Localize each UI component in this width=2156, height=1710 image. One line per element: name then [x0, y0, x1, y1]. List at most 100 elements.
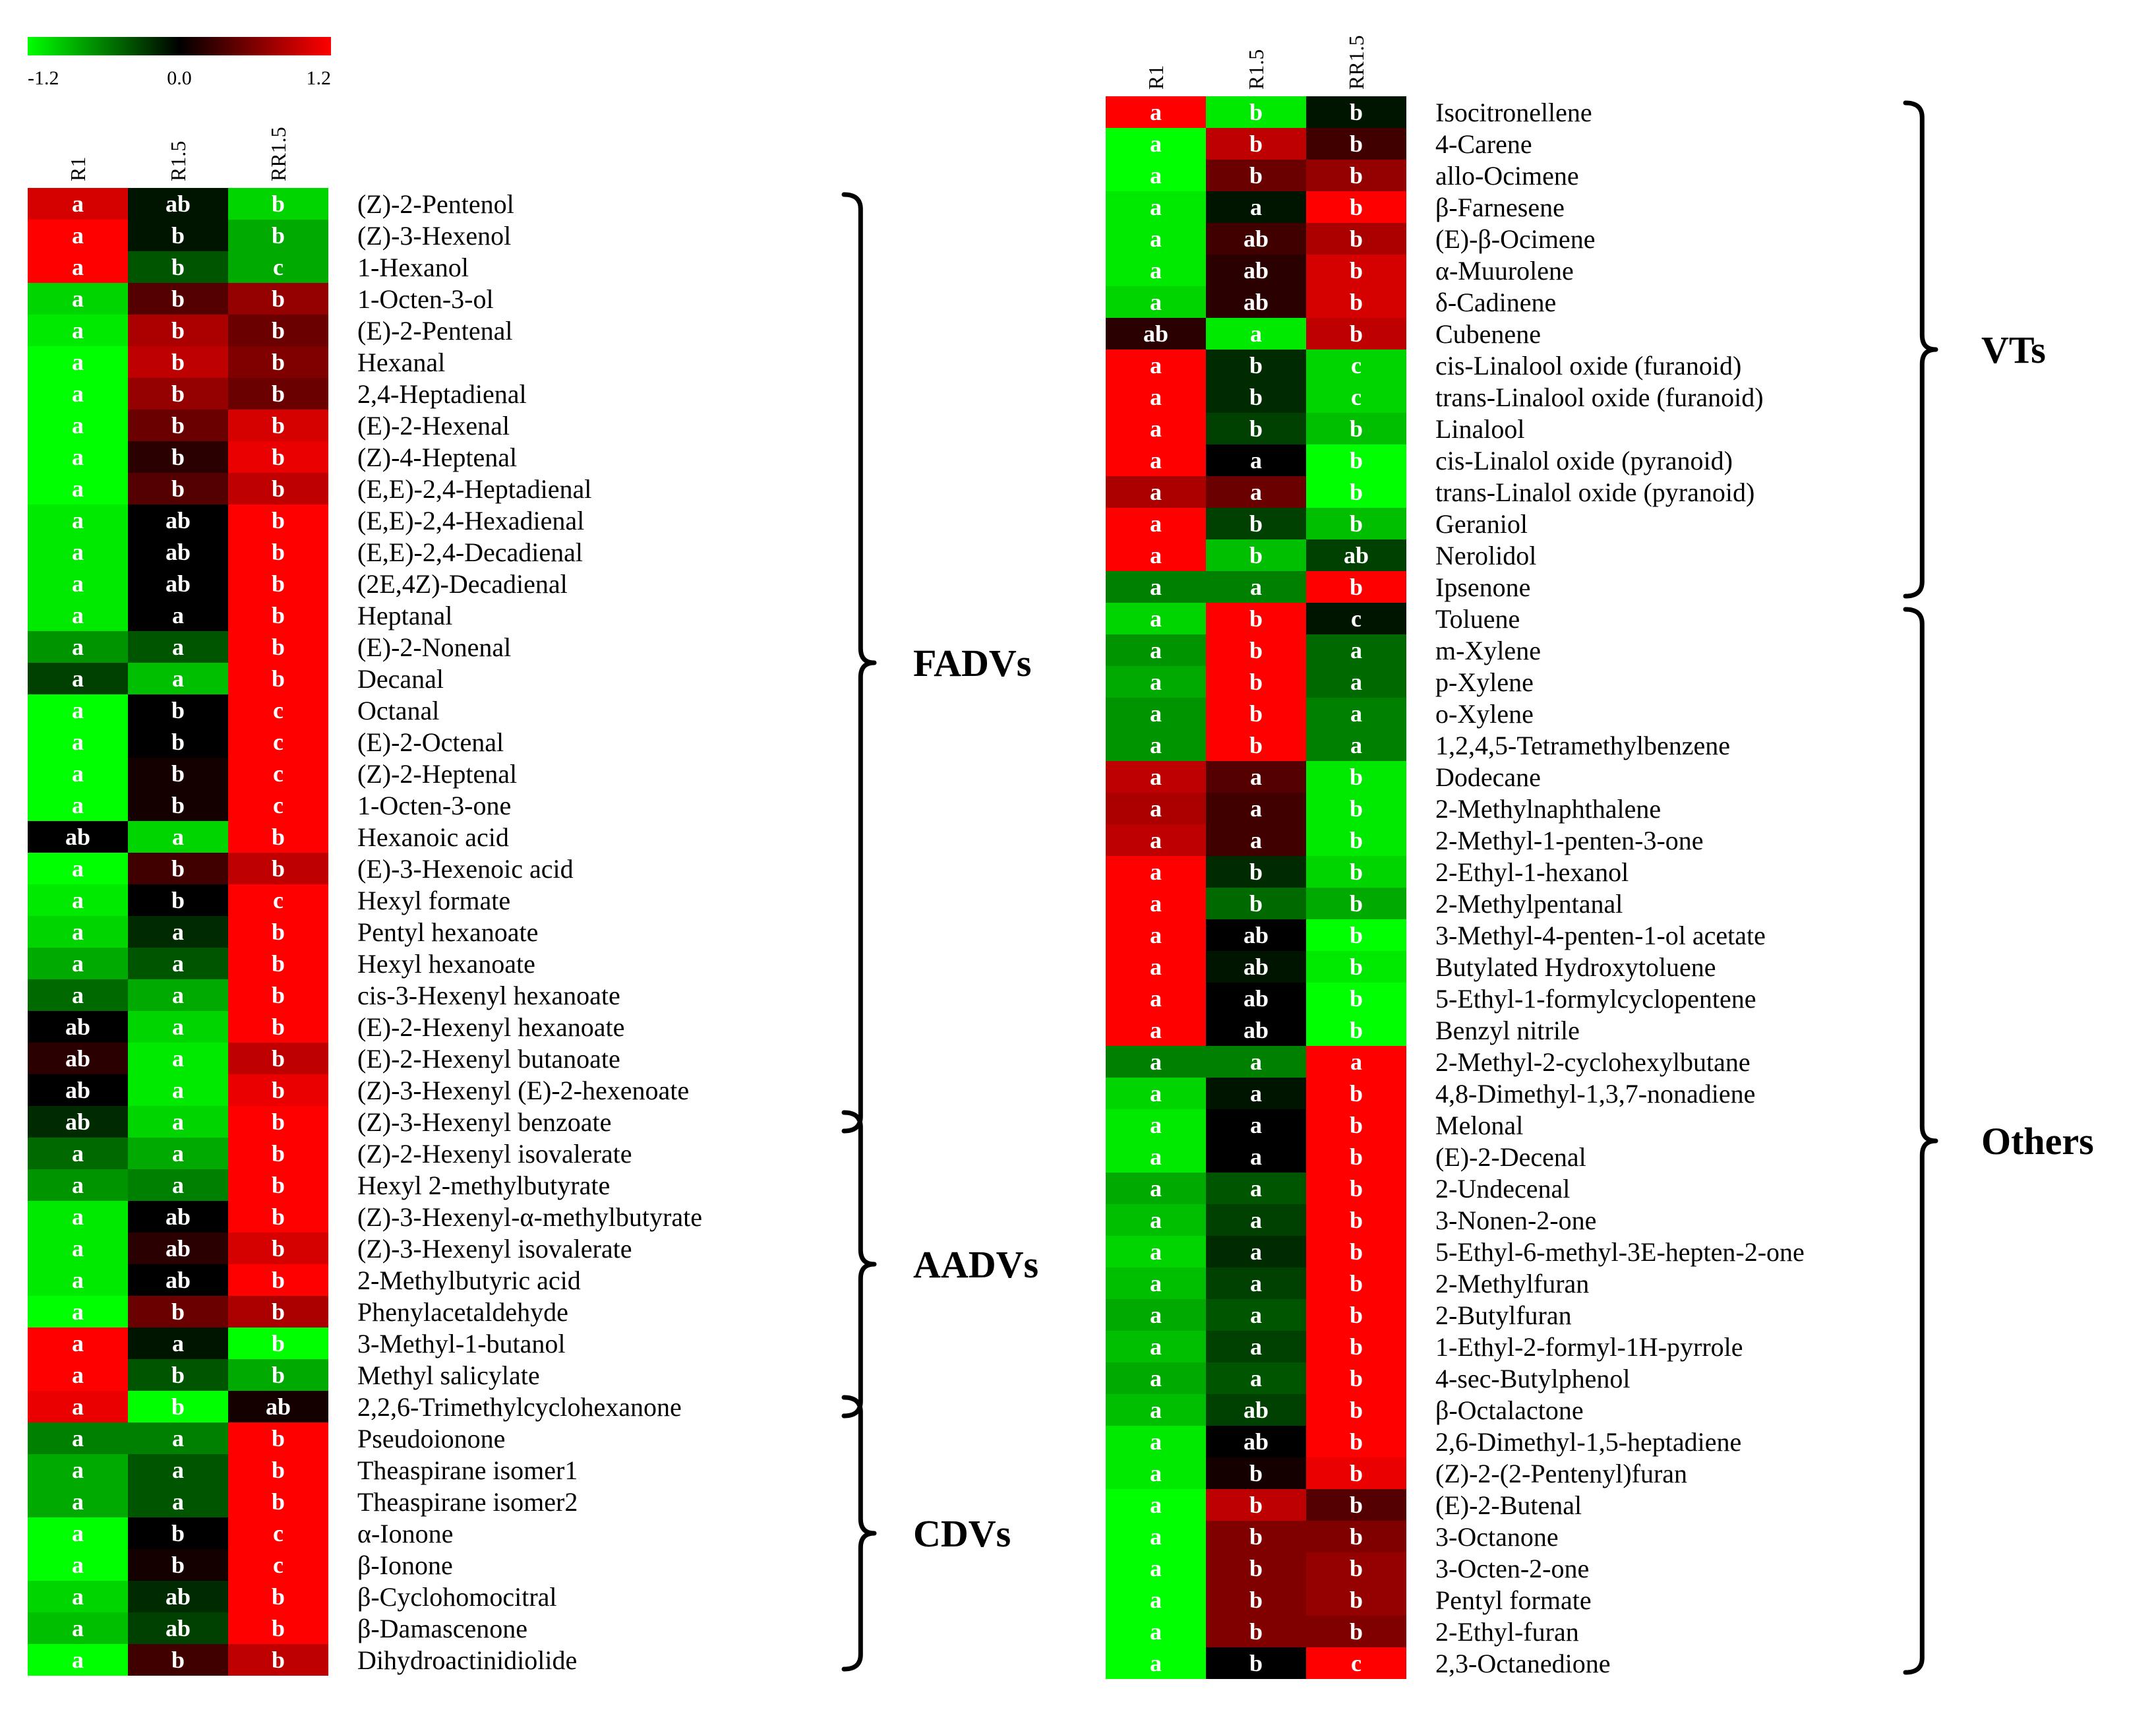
- heatmap-cell: [1306, 318, 1406, 350]
- group-label-fadvs: FADVs: [913, 642, 1031, 685]
- heatmap-cell: [1306, 223, 1406, 255]
- compound-label: 2-Ethyl-1-hexanol: [1435, 857, 1629, 887]
- significance-letter: a: [72, 412, 84, 439]
- heatmap-cell: [228, 1138, 328, 1169]
- significance-letter: a: [1150, 99, 1162, 125]
- significance-letter: b: [1350, 1365, 1363, 1391]
- heatmap-cell: [128, 758, 228, 789]
- heatmap-cell: [1206, 698, 1306, 729]
- compound-label: 2-Undecenal: [1435, 1174, 1570, 1204]
- heatmap-cell: [1106, 1489, 1206, 1521]
- heatmap-cell: [28, 916, 128, 948]
- heatmap-cell: [28, 504, 128, 536]
- heatmap-cell: [1206, 1141, 1306, 1173]
- significance-letter: b: [1350, 890, 1363, 917]
- compound-label: 4,8-Dimethyl-1,3,7-nonadiene: [1435, 1079, 1755, 1109]
- heatmap-cell: [1106, 793, 1206, 824]
- heatmap-cell: [1106, 1236, 1206, 1267]
- significance-letter: a: [1150, 922, 1162, 948]
- heatmap-cell: [28, 283, 128, 315]
- heatmap-cell: [1306, 1426, 1406, 1457]
- heatmap-cell: [28, 789, 128, 821]
- compound-label: (Z)-2-Heptenal: [357, 759, 517, 789]
- group-brace-cdvs: [841, 1395, 877, 1672]
- significance-letter: a: [1150, 795, 1162, 822]
- heatmap-cell: [1306, 191, 1406, 223]
- heatmap-cell: [1306, 1521, 1406, 1552]
- significance-letter: b: [1350, 257, 1363, 284]
- significance-letter: a: [72, 697, 84, 723]
- heatmap-cell: [1106, 381, 1206, 413]
- heatmap-cell: [28, 694, 128, 726]
- significance-letter: a: [1350, 669, 1362, 695]
- compound-label: 5-Ethyl-1-formylcyclopentene: [1435, 984, 1756, 1014]
- heatmap-cell: [128, 283, 228, 315]
- group-label-others: Others: [1981, 1120, 2094, 1163]
- heatmap-cell: [1106, 1521, 1206, 1552]
- heatmap-cell: [1306, 286, 1406, 318]
- heatmap-cell: [128, 1233, 228, 1264]
- significance-letter: ab: [65, 1109, 90, 1135]
- heatmap-cell: [1106, 698, 1206, 729]
- heatmap-cell: [128, 1391, 228, 1422]
- significance-letter: a: [1150, 289, 1162, 315]
- compound-label: (Z)-3-Hexenyl-α-methylbutyrate: [357, 1202, 702, 1232]
- heatmap-cell: [228, 1422, 328, 1454]
- heatmap-cell: [1306, 1616, 1406, 1647]
- heatmap-cell: [228, 631, 328, 663]
- heatmap-cell: [228, 220, 328, 251]
- heatmap-cell: [28, 1011, 128, 1043]
- significance-letter: b: [272, 855, 285, 882]
- heatmap-cell: [228, 884, 328, 916]
- compound-label: Phenylacetaldehyde: [357, 1297, 568, 1327]
- heatmap-cell: [1106, 761, 1206, 793]
- significance-letter: b: [171, 1552, 185, 1578]
- significance-letter: a: [1250, 574, 1262, 600]
- legend-min-label: -1.2: [28, 67, 59, 89]
- heatmap-cell: [228, 410, 328, 441]
- heatmap-cell: [28, 1454, 128, 1486]
- heatmap-cell: [28, 1391, 128, 1422]
- heatmap-cell: [1106, 729, 1206, 761]
- significance-letter: b: [272, 665, 285, 692]
- significance-letter: a: [72, 1552, 84, 1578]
- heatmap-cell: [28, 1169, 128, 1201]
- significance-letter: b: [1350, 447, 1363, 473]
- heatmap-cell: [228, 473, 328, 504]
- significance-letter: b: [272, 1298, 285, 1325]
- significance-letter: b: [171, 760, 185, 787]
- significance-letter: a: [172, 824, 184, 850]
- heatmap-cell: [128, 631, 228, 663]
- heatmap-cell: [1306, 1457, 1406, 1489]
- significance-letter: b: [1350, 1587, 1363, 1613]
- significance-letter: b: [1350, 194, 1363, 220]
- heatmap-cell: [128, 663, 228, 694]
- significance-letter: a: [1150, 479, 1162, 505]
- significance-letter: ab: [65, 1077, 90, 1103]
- heatmap-cell: [28, 536, 128, 568]
- significance-letter: b: [272, 602, 285, 628]
- significance-letter: a: [1350, 732, 1362, 758]
- significance-letter: a: [1150, 1650, 1162, 1676]
- significance-letter: a: [72, 1615, 84, 1641]
- significance-letter: ab: [65, 1014, 90, 1040]
- heatmap-cell: [1106, 571, 1206, 603]
- significance-letter: a: [1250, 1112, 1262, 1138]
- heatmap-cell: [228, 1169, 328, 1201]
- significance-letter: a: [1150, 1112, 1162, 1138]
- heatmap-cell: [1106, 1584, 1206, 1616]
- significance-letter: b: [171, 729, 185, 755]
- heatmap-cell: [128, 504, 228, 536]
- significance-letter: a: [72, 444, 84, 470]
- heatmap-cell: [228, 568, 328, 599]
- significance-letter: b: [171, 349, 185, 375]
- significance-letter: b: [1350, 795, 1363, 822]
- compound-label: (E)-3-Hexenoic acid: [357, 854, 574, 884]
- significance-letter: a: [1150, 257, 1162, 284]
- heatmap-cell: [1206, 1394, 1306, 1426]
- heatmap-cell: [1206, 856, 1306, 888]
- significance-letter: a: [72, 1520, 84, 1546]
- heatmap-cell: [1306, 603, 1406, 634]
- heatmap-cell: [1206, 1173, 1306, 1204]
